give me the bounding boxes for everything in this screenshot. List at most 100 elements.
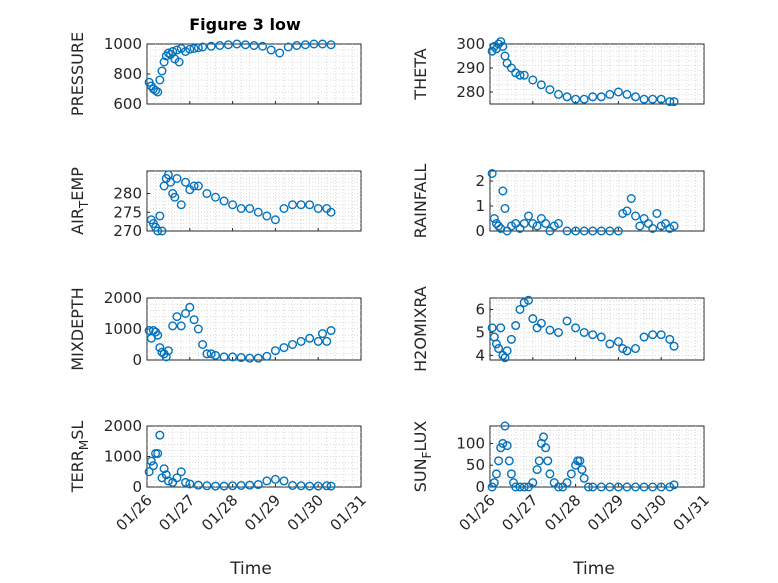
y-axis-label: TERRMSL xyxy=(68,421,91,494)
data-point xyxy=(202,349,212,359)
data-point xyxy=(317,39,327,49)
data-point xyxy=(172,173,182,183)
y-tick-label: 270 xyxy=(113,222,142,240)
data-point xyxy=(596,482,606,492)
data-point xyxy=(669,480,679,490)
data-point xyxy=(176,467,186,477)
y-tick-label: 0 xyxy=(132,478,142,496)
subplot-h2omixra: 4 5 6 H2OMIXRA xyxy=(411,286,705,372)
data-point xyxy=(545,325,555,335)
data-point xyxy=(176,200,186,210)
subplot-mixdepth: 0 1000 2000 MIXDEPTH xyxy=(68,287,362,371)
data-point xyxy=(494,344,504,354)
data-point xyxy=(665,482,675,492)
data-point xyxy=(288,480,298,490)
y-axis-label-subscript: T xyxy=(77,200,91,209)
y-axis-label: RAINFALL xyxy=(411,164,430,239)
data-point xyxy=(489,478,499,488)
data-point xyxy=(571,323,581,333)
data-point xyxy=(528,478,538,488)
data-point xyxy=(166,177,176,187)
data-point xyxy=(515,70,525,80)
data-point xyxy=(506,334,516,344)
data-point xyxy=(515,304,525,314)
data-point xyxy=(631,482,641,492)
data-point xyxy=(288,340,298,350)
x-tick-label: 01/31 xyxy=(670,491,713,534)
y-tick-label: 0 xyxy=(132,351,142,369)
y-axis-label: AIRTEMP xyxy=(68,167,91,235)
data-point xyxy=(270,215,280,225)
data-point xyxy=(579,473,589,483)
data-point xyxy=(511,68,521,78)
y-tick-label: 1 xyxy=(475,197,485,215)
data-point xyxy=(176,321,186,331)
data-point xyxy=(163,476,173,486)
data-point xyxy=(665,97,675,107)
data-point xyxy=(506,469,516,479)
data-point xyxy=(541,443,551,453)
data-point xyxy=(288,200,298,210)
data-point xyxy=(236,353,246,363)
data-point xyxy=(193,181,203,191)
data-point xyxy=(279,343,289,353)
data-point xyxy=(489,213,499,223)
data-point xyxy=(161,352,171,362)
y-axis-label-subscript: M xyxy=(77,440,91,450)
data-point xyxy=(161,470,171,480)
data-point xyxy=(613,226,623,236)
y-axis-label-rest: EMP xyxy=(68,167,87,201)
data-point xyxy=(622,89,632,99)
data-point xyxy=(279,476,289,486)
data-point xyxy=(613,87,623,97)
data-point xyxy=(553,89,563,99)
data-point xyxy=(502,441,512,451)
y-axis-label-main: RAINFALL xyxy=(411,164,430,239)
data-point xyxy=(228,200,238,210)
data-point xyxy=(181,309,191,319)
data-point xyxy=(665,334,675,344)
data-point xyxy=(326,40,336,50)
data-point xyxy=(155,211,165,221)
data-point xyxy=(583,482,593,492)
data-point xyxy=(174,57,184,67)
data-point xyxy=(509,478,519,488)
y-tick-label: 1000 xyxy=(104,320,142,338)
data-point xyxy=(553,327,563,337)
y-axis-label-main: THETA xyxy=(411,48,430,100)
data-point xyxy=(571,226,581,236)
data-point xyxy=(515,482,525,492)
x-tick-label: 01/27 xyxy=(498,491,541,534)
axes-box xyxy=(146,425,362,488)
data-point xyxy=(519,298,529,308)
x-tick-label: 01/29 xyxy=(584,491,627,534)
y-axis-label-main: H2OMIXRA xyxy=(411,286,430,372)
data-point xyxy=(326,326,336,336)
data-point xyxy=(155,75,165,85)
data-point xyxy=(596,332,606,342)
y-tick-label: 2 xyxy=(475,172,485,190)
data-point xyxy=(631,344,641,354)
y-axis-label-rest: SL xyxy=(68,421,87,440)
y-tick-label: 4 xyxy=(475,346,485,364)
data-point xyxy=(504,456,514,466)
x-tick-label: 01/30 xyxy=(284,491,327,534)
x-tick-label: 01/26 xyxy=(456,491,499,534)
data-point xyxy=(494,221,504,231)
data-point xyxy=(193,324,203,334)
data-point xyxy=(596,92,606,102)
data-point xyxy=(193,480,203,490)
data-point xyxy=(249,41,259,51)
x-tick-label: 01/29 xyxy=(241,491,284,534)
data-point xyxy=(669,97,679,107)
data-point xyxy=(487,46,497,56)
data-point xyxy=(502,346,512,356)
subplot-sun: 0 50 100 01/26 01/27 01/28 01/29 01/30 01/31 SUNF… xyxy=(411,421,713,535)
data-point xyxy=(210,481,220,491)
axes-box xyxy=(489,43,705,105)
data-point xyxy=(648,482,658,492)
data-point xyxy=(498,438,508,448)
